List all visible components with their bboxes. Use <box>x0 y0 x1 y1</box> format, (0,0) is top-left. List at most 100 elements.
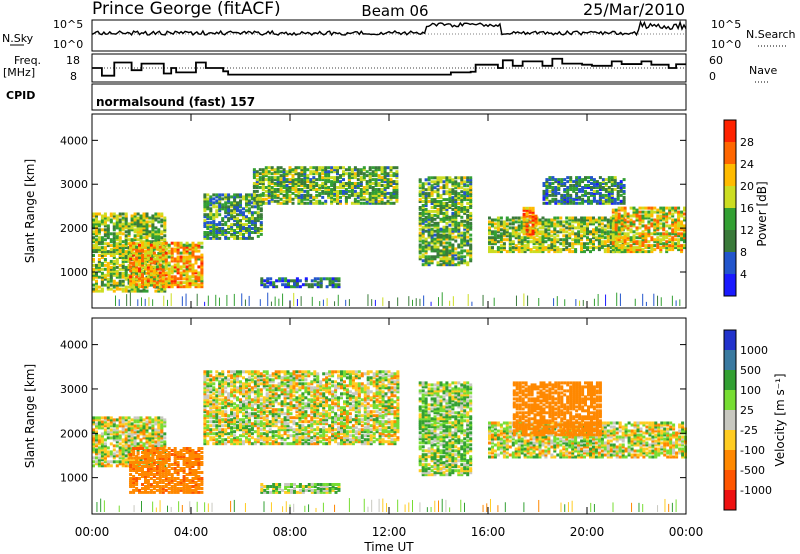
heatmap-cell <box>491 230 494 234</box>
heatmap-cell <box>380 176 384 180</box>
heatmap-cell <box>617 220 621 224</box>
heatmap-cell <box>613 180 617 184</box>
heatmap-cell <box>623 240 627 244</box>
heatmap-cell <box>427 227 431 231</box>
heatmap-cell <box>133 440 137 444</box>
heatmap-cell <box>154 432 158 436</box>
heatmap-cell <box>142 228 146 232</box>
heatmap-cell <box>209 207 213 211</box>
heatmap-cell <box>371 188 375 191</box>
heatmap-cell <box>188 285 192 289</box>
heatmap-cell <box>353 166 357 170</box>
heatmap-cell <box>505 250 509 254</box>
heatmap-cell <box>185 277 189 281</box>
heatmap-cell <box>136 220 140 224</box>
heatmap-cell <box>182 277 186 281</box>
heatmap-cell <box>295 277 299 281</box>
heatmap-cell <box>656 214 660 218</box>
heatmap-cell <box>115 450 119 454</box>
heatmap-cell <box>144 479 147 482</box>
heatmap-cell <box>632 208 636 212</box>
heatmap-cell <box>604 189 608 193</box>
heatmap-cell <box>136 420 140 424</box>
heatmap-cell <box>321 170 325 174</box>
heatmap-cell <box>520 238 524 242</box>
heatmap-cell <box>92 238 95 242</box>
heatmap-cell <box>200 257 204 261</box>
heatmap-cell <box>179 251 183 255</box>
heatmap-cell <box>141 263 144 267</box>
heatmap-cell <box>124 287 128 291</box>
heatmap-cell <box>297 178 301 182</box>
heatmap-cell <box>242 215 245 219</box>
heatmap-cell <box>97 275 101 279</box>
heatmap-cell <box>130 458 134 462</box>
heatmap-cell <box>499 224 503 228</box>
heatmap-cell <box>559 250 563 254</box>
heatmap-cell <box>157 261 161 265</box>
heatmap-cell <box>565 248 569 252</box>
heatmap-cell <box>418 257 422 261</box>
colorbar-swatch <box>724 164 736 187</box>
heatmap-cell <box>206 232 210 236</box>
heatmap-cell <box>161 451 165 454</box>
heatmap-cell <box>600 232 604 236</box>
heatmap-cell <box>541 234 545 238</box>
heatmap-cell <box>374 168 378 172</box>
heatmap-cell <box>565 230 569 234</box>
heatmap-cell <box>103 216 107 220</box>
heatmap-cell <box>227 193 231 197</box>
heatmap-cell <box>523 244 527 248</box>
heatmap-cell <box>141 253 144 257</box>
heatmap-cell <box>109 250 113 254</box>
heatmap-cell <box>157 236 161 240</box>
heatmap-cell <box>185 259 189 263</box>
heatmap-cell <box>590 186 593 189</box>
heatmap-cell <box>330 191 334 195</box>
heatmap-cell <box>463 188 467 192</box>
heatmap-cell <box>132 281 136 285</box>
heatmap-cell <box>454 239 458 243</box>
heatmap-cell <box>342 170 345 174</box>
heatmap-cell <box>548 186 552 189</box>
heatmap-cell <box>194 247 198 251</box>
heatmap-cell <box>141 245 144 249</box>
heatmap-cell <box>578 189 582 193</box>
heatmap-cell <box>95 462 98 466</box>
heatmap-cell <box>154 232 158 236</box>
heatmap-cell <box>118 456 122 460</box>
heatmap-cell <box>139 432 143 436</box>
heatmap-cell <box>445 245 449 249</box>
colorbar-swatch <box>724 252 736 275</box>
heatmap-cell <box>445 255 449 259</box>
heatmap-cell <box>95 267 98 271</box>
heatmap-cell <box>466 184 470 188</box>
heatmap-cell <box>517 228 521 232</box>
heatmap-cell <box>607 176 611 180</box>
heatmap-cell <box>553 238 557 242</box>
heatmap-cell <box>659 232 663 236</box>
heatmap-cell <box>252 201 256 205</box>
heatmap-cell <box>141 273 144 277</box>
heatmap-cell <box>285 191 289 195</box>
heatmap-cell <box>581 180 585 184</box>
heatmap-cell <box>121 426 125 430</box>
heatmap-cell <box>212 217 216 221</box>
heatmap-cell <box>121 252 125 255</box>
heatmap-cell <box>182 251 186 255</box>
heatmap-cell <box>203 219 207 223</box>
heatmap-cell <box>580 216 584 220</box>
heatmap-cell <box>127 259 131 263</box>
heatmap-cell <box>139 214 143 218</box>
heatmap-cell <box>580 230 584 234</box>
heatmap-cell <box>164 459 168 462</box>
heatmap-cell <box>614 214 618 218</box>
heatmap-cell <box>100 271 104 275</box>
heatmap-cell <box>330 180 334 184</box>
heatmap-cell <box>152 279 156 283</box>
heatmap-cell <box>365 186 369 189</box>
heatmap-cell <box>242 225 245 228</box>
heatmap-cell <box>250 219 254 223</box>
heatmap-cell <box>100 216 104 220</box>
heatmap-cell <box>674 222 678 226</box>
